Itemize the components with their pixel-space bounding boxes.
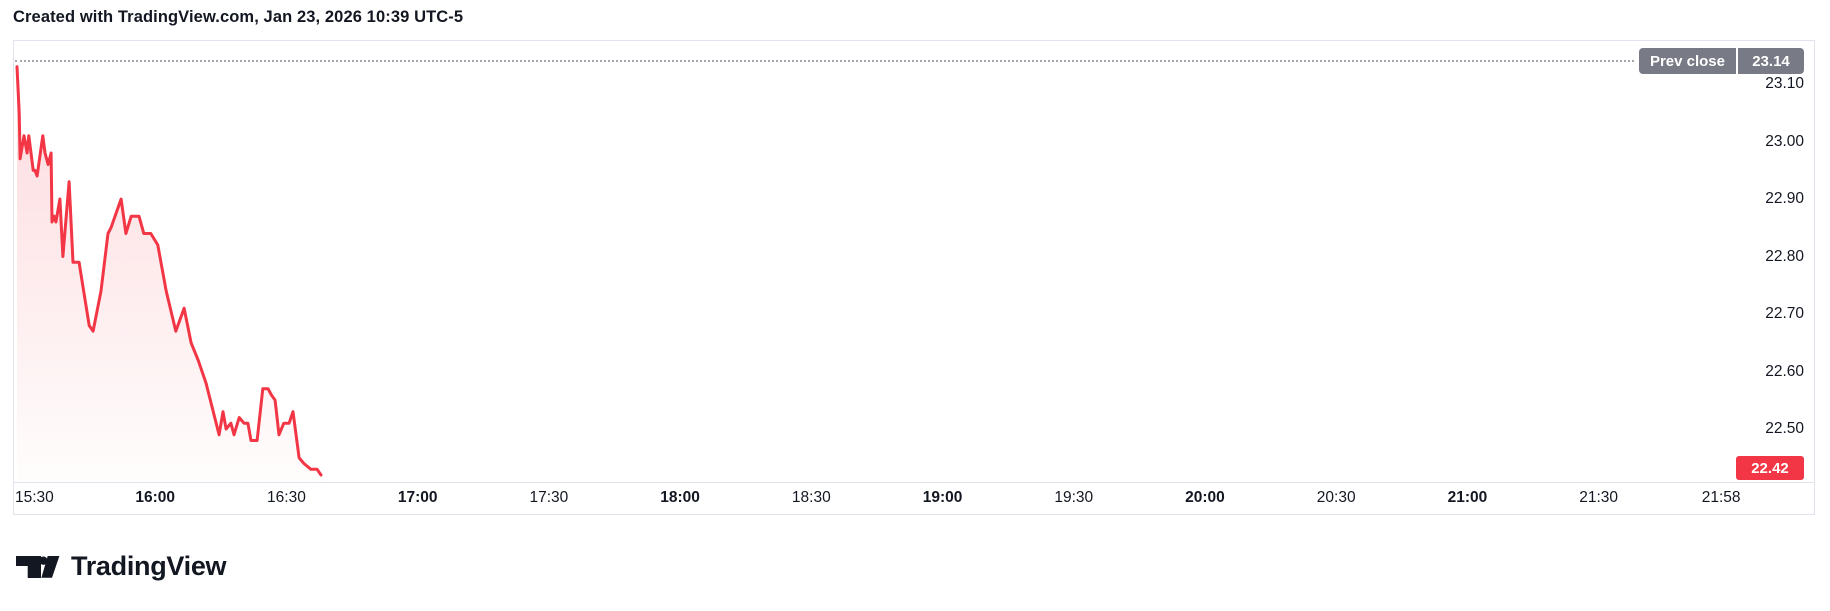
time-tick-label: 16:00 [135,489,176,506]
price-line-series [15,65,323,477]
price-tick-label: 23.10 [1765,75,1804,92]
price-tick-label: 22.50 [1765,420,1804,437]
price-tick-label: 22.60 [1765,362,1804,380]
time-tick-label: 19:30 [1054,489,1094,506]
tradingview-logo-link[interactable]: TradingView [16,551,227,582]
price-tick-label: 22.80 [1765,247,1804,265]
time-tick-label: 17:30 [529,489,569,506]
tradingview-logo-icon [16,555,60,578]
time-tick-label: 21:58 [1701,489,1741,506]
price-tick-label: 22.70 [1765,305,1804,322]
time-tick-label: 20:00 [1185,489,1225,506]
time-axis-separator [14,482,1814,483]
time-tick-label: 15:30 [15,489,54,506]
time-tick-label: 17:00 [397,489,438,506]
time-tick-label: 20:30 [1316,489,1356,506]
prev-close-badge: Prev close 23.14 [1638,48,1804,74]
price-area-fill [17,66,321,482]
prev-close-value: 23.14 [1738,48,1804,74]
prev-close-dotted-line [15,60,1634,62]
tradingview-logo-text: TradingView [71,551,227,581]
prev-close-label: Prev close [1638,48,1736,74]
time-tick-label: 19:00 [922,489,963,506]
price-chart-canvas[interactable] [14,41,1814,482]
time-tick-label: 21:30 [1579,489,1619,506]
price-tick-label: 22.90 [1765,190,1804,207]
time-tick-label: 18:00 [660,489,700,506]
time-tick-label: 16:30 [267,489,306,506]
price-tick-label: 23.00 [1765,132,1804,150]
chart-widget: Prev close 23.14 23.10 23.00 22.90 22.80 22.… [13,40,1815,515]
chart-attribution-title: Created with TradingView.com, Jan 23, 20… [13,8,464,26]
time-tick-label: 18:30 [791,489,831,506]
last-price-badge: 22.42 [1736,456,1804,480]
time-tick-label: 21:00 [1447,489,1488,506]
